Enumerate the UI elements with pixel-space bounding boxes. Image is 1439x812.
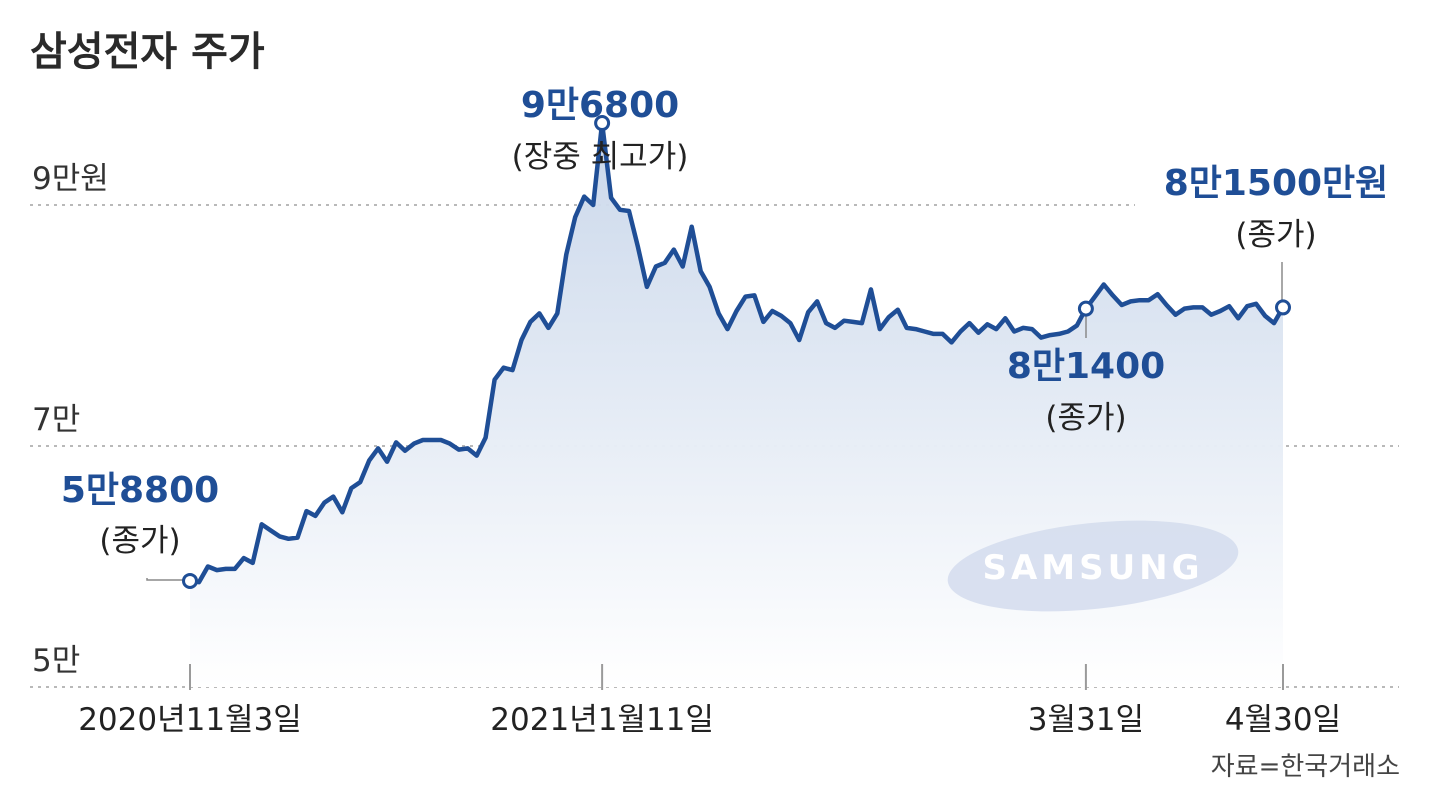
x-tick-label-1: 2021년1월11일	[490, 702, 714, 738]
annotation-note-0: (종가)	[99, 523, 180, 559]
samsung-logo-ellipse	[947, 520, 1239, 612]
price-line	[187, 120, 1286, 585]
annotation-note-1: (장중 최고가)	[512, 139, 689, 175]
annotation-value-1: 9만6800	[521, 85, 679, 126]
x-tick-label-3: 4월30일	[1225, 702, 1341, 738]
samsung-watermark: SAMSUNG	[947, 520, 1239, 612]
y-tick-label-0: 9만원	[32, 161, 109, 197]
x-tick-label-2: 3월31일	[1028, 702, 1144, 738]
annotation-marker-3	[1275, 299, 1291, 316]
y-axis-ticks: 9만원 7만 5만	[32, 161, 109, 679]
series-line	[187, 120, 1286, 585]
x-axis-ticks: 2020년11월3일 2021년1월11일 3월31일 4월30일	[78, 664, 1341, 738]
y-tick-label-2: 5만	[32, 643, 80, 679]
x-tick-label-0: 2020년11월3일	[78, 702, 302, 738]
annotation-leader-0	[146, 578, 185, 581]
y-tick-label-1: 7만	[32, 402, 80, 438]
annotation-value-2: 8만1400	[1007, 346, 1165, 387]
annotation-marker-0	[182, 572, 198, 589]
annotation-value-3: 8만1500만원	[1164, 163, 1389, 204]
samsung-logo-text: SAMSUNG	[982, 548, 1203, 588]
annotation-value-0: 5만8800	[61, 470, 219, 511]
annotation-note-3: (종가)	[1235, 217, 1316, 253]
annotation-marker-2	[1077, 300, 1094, 317]
chart-title: 삼성전자 주가	[30, 29, 265, 75]
annotation-note-2: (종가)	[1045, 400, 1126, 436]
source-note: 자료=한국거래소	[1211, 752, 1400, 782]
annotations: 5만8800 (종가) 9만6800 (장중 최고가) 8만1400 (종가) 8만1500…	[61, 85, 1389, 589]
annotation-marker-1	[594, 115, 611, 132]
